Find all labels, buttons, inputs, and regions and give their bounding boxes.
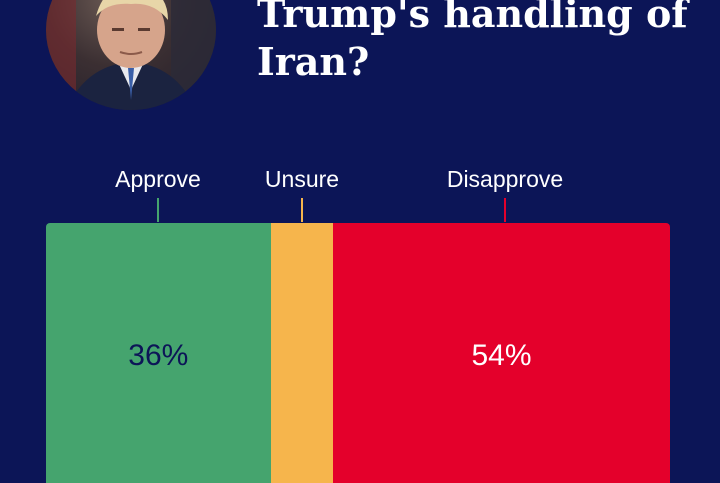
legend-tick-approve bbox=[157, 198, 159, 222]
chart-title: Trump's handling of Iran? bbox=[257, 0, 697, 86]
category-label-disapprove: Disapprove bbox=[446, 166, 564, 192]
bar-segment-approve: 36% bbox=[46, 223, 271, 483]
bar-segment-disapprove: 54% bbox=[333, 223, 670, 483]
chart-title-line-2: Iran? bbox=[257, 39, 370, 84]
category-label-unsure: Unsure bbox=[264, 166, 340, 192]
stacked-bar: 36% 54% bbox=[46, 223, 670, 483]
bar-segment-unsure bbox=[270, 223, 334, 483]
data-label-approve: 36% bbox=[128, 339, 189, 372]
chart-title-line-1: Trump's handling of bbox=[257, 0, 688, 36]
legend-tick-unsure bbox=[301, 198, 303, 222]
portrait-image bbox=[46, 0, 216, 110]
portrait-illustration bbox=[46, 0, 216, 110]
data-label-disapprove: 54% bbox=[471, 339, 532, 372]
category-label-approve: Approve bbox=[115, 166, 201, 192]
legend-tick-disapprove bbox=[504, 198, 506, 222]
